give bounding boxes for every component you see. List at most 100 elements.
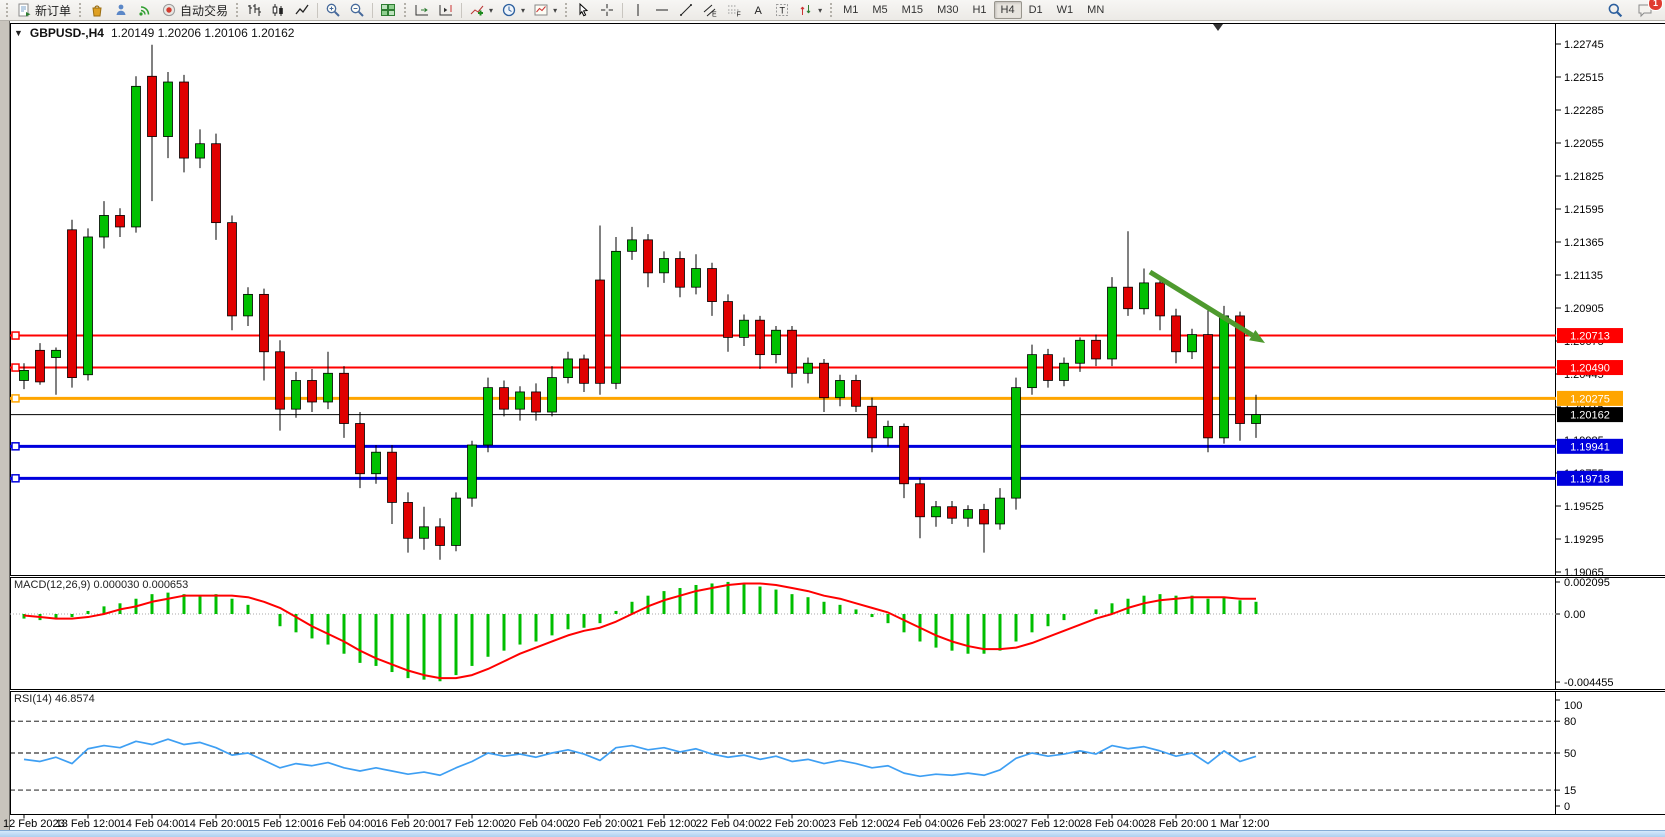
chart-template-icon bbox=[533, 2, 549, 18]
fibonacci-icon: F bbox=[728, 2, 741, 19]
zoom-in-button[interactable] bbox=[321, 0, 345, 20]
svg-text:100: 100 bbox=[1564, 700, 1582, 712]
trendline-button[interactable] bbox=[674, 0, 698, 20]
clock-icon bbox=[501, 2, 517, 18]
toolbar-grip[interactable] bbox=[830, 3, 833, 17]
auto-scroll-icon bbox=[414, 2, 430, 18]
ohlc-values: 1.20149 1.20206 1.20106 1.20162 bbox=[110, 26, 295, 40]
new-order-button[interactable]: 新订单 bbox=[12, 0, 75, 21]
toolbar: 新订单 自动交易 bbox=[0, 0, 1665, 21]
equidistant-channel-icon: E bbox=[702, 2, 717, 19]
toolbar-grip[interactable] bbox=[236, 3, 239, 17]
chart-canvas[interactable]: 1.22745 1.22515 1.22285 1.22055 1.21825 1.215… bbox=[0, 21, 1665, 837]
timeframe-d1[interactable]: D1 bbox=[1028, 4, 1043, 16]
auto-scroll-button[interactable] bbox=[410, 0, 434, 20]
zoom-out-button[interactable] bbox=[345, 0, 369, 20]
notifications-button[interactable]: 1 bbox=[1633, 0, 1663, 20]
svg-text:1.19941: 1.19941 bbox=[1570, 441, 1610, 453]
freelance-button[interactable] bbox=[109, 0, 133, 20]
svg-text:12 Feb 2023: 12 Feb 2023 bbox=[3, 818, 65, 830]
toolbar-grip[interactable] bbox=[79, 3, 82, 17]
rsi-pane bbox=[10, 720, 1556, 791]
svg-text:1.19525: 1.19525 bbox=[1564, 501, 1604, 513]
timeframe-h1[interactable]: H1 bbox=[972, 4, 987, 16]
market-button[interactable] bbox=[85, 0, 109, 20]
toolbar-grip[interactable] bbox=[404, 3, 407, 17]
toolbar-separator bbox=[317, 2, 319, 18]
macd-axis: 0.002095 0.00 -0.004455 bbox=[1556, 577, 1614, 689]
crosshair-button[interactable] bbox=[595, 0, 619, 20]
timeframe-m30[interactable]: M30 bbox=[937, 4, 959, 16]
svg-text:F: F bbox=[737, 12, 741, 19]
search-icon bbox=[1607, 2, 1623, 18]
cursor-button[interactable] bbox=[571, 0, 595, 20]
svg-text:0.00: 0.00 bbox=[1564, 609, 1585, 621]
svg-text:80: 80 bbox=[1564, 716, 1576, 728]
notification-badge: 1 bbox=[1648, 0, 1663, 11]
line-chart-icon bbox=[294, 2, 310, 18]
taskbar-strip bbox=[0, 830, 1665, 837]
timeframe-h4[interactable]: H4 bbox=[993, 1, 1022, 19]
trend-arrow bbox=[1148, 269, 1265, 343]
chevron-down-icon: ▾ bbox=[818, 5, 823, 15]
shopping-bag-icon bbox=[89, 2, 105, 18]
svg-text:16 Feb 04:00: 16 Feb 04:00 bbox=[312, 818, 377, 830]
toolbar-grip[interactable] bbox=[565, 3, 568, 17]
timeframe-m15[interactable]: M15 bbox=[901, 4, 924, 16]
trendline-icon bbox=[680, 4, 693, 16]
svg-text:16 Feb 20:00: 16 Feb 20:00 bbox=[376, 818, 441, 830]
new-order-icon bbox=[16, 2, 31, 18]
timeframe-w1[interactable]: W1 bbox=[1056, 4, 1074, 16]
toolbar-grip[interactable] bbox=[6, 3, 8, 17]
chart-shift-button[interactable] bbox=[434, 0, 458, 20]
chevron-down-icon: ▾ bbox=[489, 5, 494, 15]
toolbar-separator bbox=[372, 2, 374, 18]
svg-text:21 Feb 12:00: 21 Feb 12:00 bbox=[632, 818, 697, 830]
symbol-period-label: GBPUSD-,H4 bbox=[29, 26, 104, 40]
svg-text:1.20275: 1.20275 bbox=[1570, 393, 1610, 405]
vertical-line-button[interactable] bbox=[626, 0, 650, 20]
svg-text:15: 15 bbox=[1564, 785, 1576, 797]
periods-button[interactable]: ▾ bbox=[497, 0, 529, 20]
svg-text:28 Feb 04:00: 28 Feb 04:00 bbox=[1080, 818, 1145, 830]
bar-chart-button[interactable] bbox=[242, 0, 266, 20]
toolbar-separator bbox=[622, 2, 624, 18]
cursor-icon bbox=[575, 2, 591, 18]
indicators-button[interactable]: ▾ bbox=[465, 0, 497, 20]
svg-text:15 Feb 12:00: 15 Feb 12:00 bbox=[248, 818, 313, 830]
equidistant-channel-button[interactable]: E bbox=[698, 0, 722, 20]
templates-button[interactable]: ▾ bbox=[529, 0, 561, 20]
symbol-list-icon[interactable]: ▼ bbox=[14, 28, 23, 38]
toolbar-separator bbox=[461, 2, 463, 18]
candles bbox=[19, 44, 1261, 560]
tile-windows-button[interactable] bbox=[376, 0, 400, 20]
text-label-button[interactable]: T bbox=[770, 0, 794, 20]
svg-text:E: E bbox=[712, 12, 717, 19]
timeframe-m1[interactable]: M1 bbox=[843, 4, 859, 16]
timeframe-m5[interactable]: M5 bbox=[872, 4, 888, 16]
svg-text:A: A bbox=[755, 5, 763, 17]
arrows-button[interactable]: ▾ bbox=[794, 0, 826, 20]
signal-icon bbox=[139, 2, 153, 16]
horizontal-line-button[interactable] bbox=[650, 0, 674, 20]
horizontal-line-icon bbox=[654, 2, 670, 18]
macd-pane bbox=[10, 581, 1556, 682]
text-button[interactable]: A bbox=[746, 0, 770, 20]
bar-chart-icon bbox=[246, 2, 262, 18]
svg-text:50: 50 bbox=[1564, 748, 1576, 760]
candlestick-chart-button[interactable] bbox=[266, 0, 290, 20]
crosshair-icon bbox=[601, 4, 614, 16]
fibonacci-button[interactable]: F bbox=[722, 0, 746, 20]
line-chart-button[interactable] bbox=[290, 0, 314, 20]
signals-button[interactable] bbox=[133, 0, 157, 20]
svg-text:1.19295: 1.19295 bbox=[1564, 534, 1604, 546]
autotrading-button[interactable]: 自动交易 bbox=[157, 0, 232, 21]
svg-text:26 Feb 23:00: 26 Feb 23:00 bbox=[952, 818, 1017, 830]
autotrading-label: 自动交易 bbox=[180, 3, 229, 18]
vertical-line-icon bbox=[630, 2, 646, 18]
search-button[interactable] bbox=[1603, 0, 1627, 20]
macd-indicator-label: MACD(12,26,9) 0.000030 0.000653 bbox=[14, 579, 189, 591]
timeframe-mn[interactable]: MN bbox=[1087, 4, 1105, 16]
svg-text:-0.004455: -0.004455 bbox=[1564, 677, 1614, 689]
